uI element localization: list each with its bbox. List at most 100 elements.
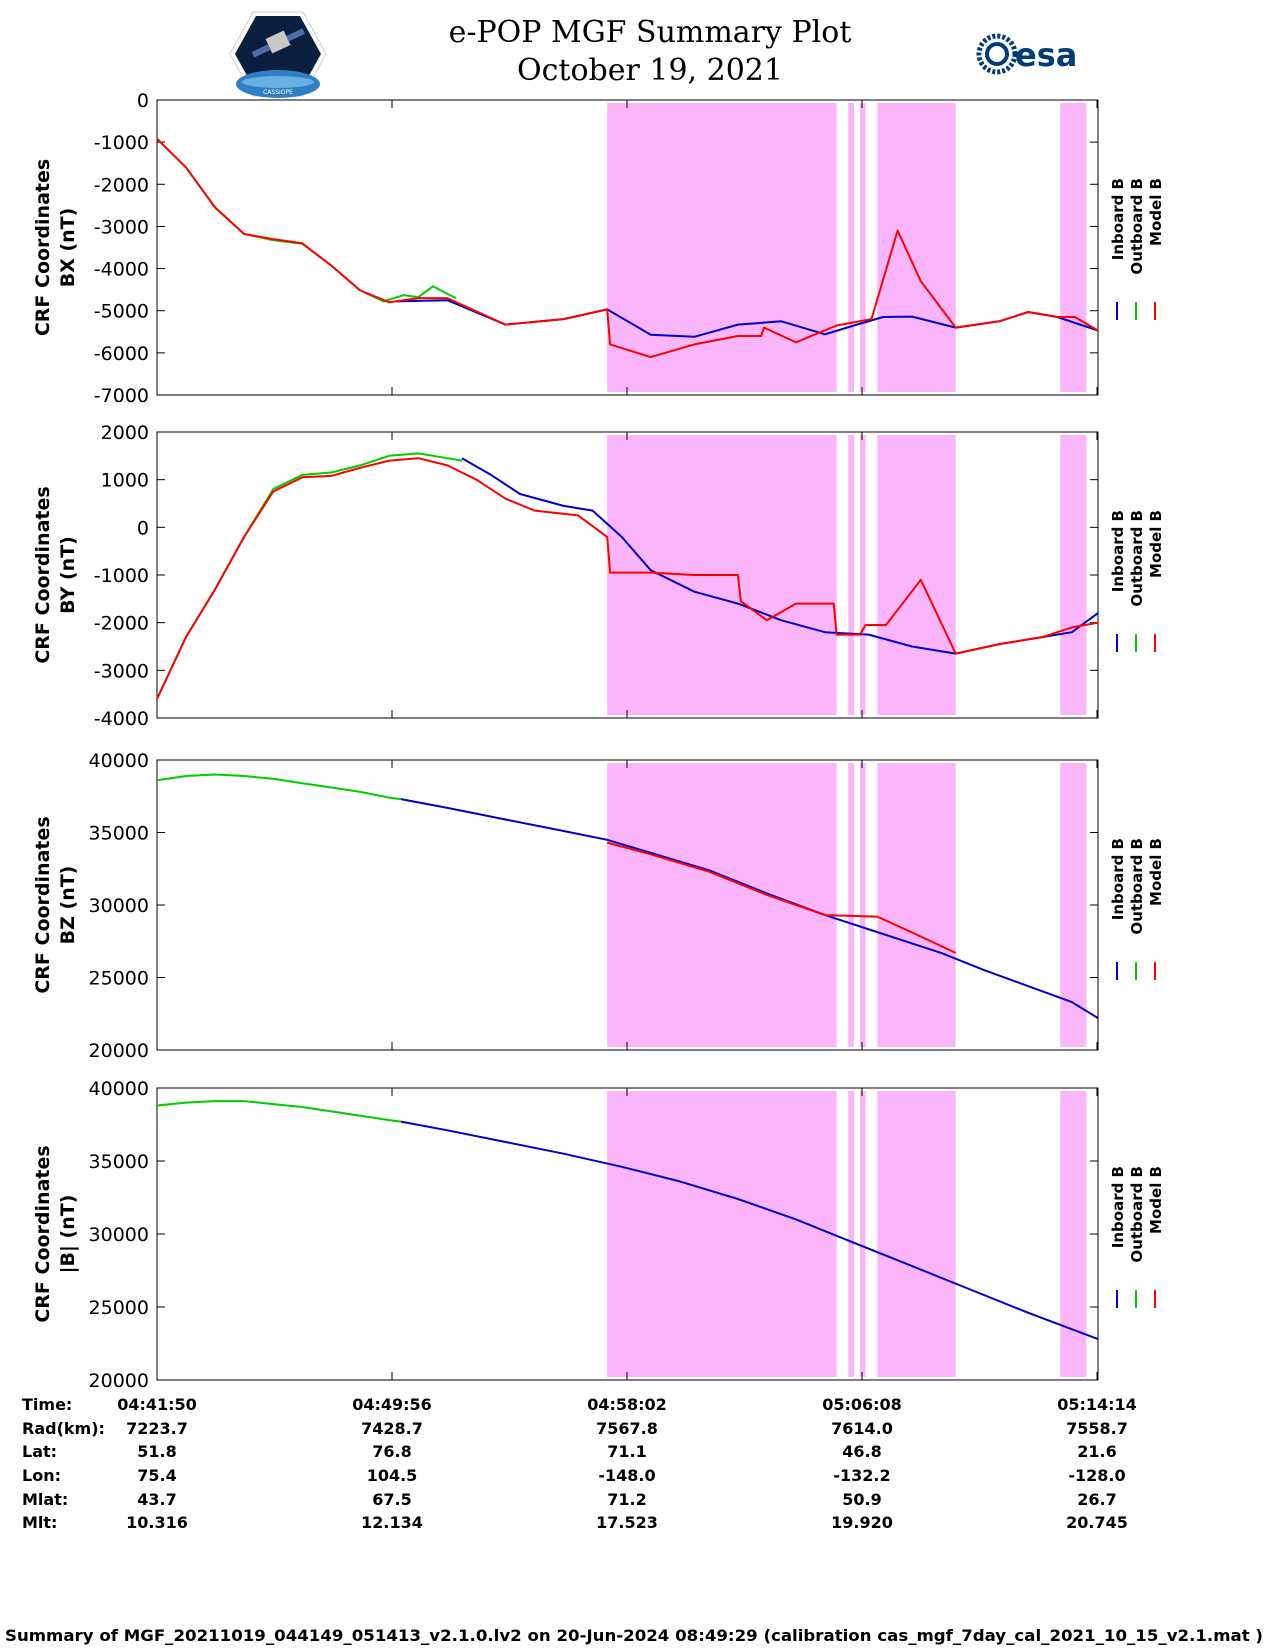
shaded-interval bbox=[607, 103, 837, 392]
y-tick-label: 0 bbox=[137, 90, 149, 112]
y-axis-label-line-1: CRF Coordinates bbox=[32, 1145, 54, 1322]
chart-panel-1: 0 -1000 -2000 -3000 -4000 -5000 -6000 -7000 CRF … bbox=[32, 90, 1165, 407]
y-tick-label: 25000 bbox=[89, 1297, 149, 1319]
shaded-interval bbox=[848, 435, 855, 715]
y-tick-label: 40000 bbox=[89, 750, 149, 772]
y-tick-label: 30000 bbox=[89, 895, 149, 917]
shaded-interval bbox=[859, 1091, 866, 1377]
orbit-cell: 75.4 bbox=[137, 1466, 176, 1485]
shaded-interval bbox=[1060, 103, 1087, 392]
legend-label: Model B bbox=[1147, 838, 1165, 906]
x-tick-label: 04:41:50 bbox=[117, 1395, 197, 1414]
shaded-interval bbox=[848, 763, 855, 1047]
orbit-row-label: Mlat: bbox=[22, 1490, 68, 1509]
cassiope-logo-text: CASSIOPE bbox=[263, 89, 293, 96]
orbit-cell: 7567.8 bbox=[596, 1419, 658, 1438]
orbit-cell: 51.8 bbox=[137, 1442, 176, 1461]
y-tick-label: 2000 bbox=[101, 422, 149, 444]
esa-logo: esa bbox=[976, 33, 1077, 75]
orbit-cell: 71.2 bbox=[607, 1490, 646, 1509]
title-line-1: e-POP MGF Summary Plot bbox=[448, 15, 852, 50]
legend-label: Inboard B bbox=[1109, 838, 1127, 920]
legend-label: Outboard B bbox=[1128, 510, 1146, 607]
cassiope-logo: CASSIOPE bbox=[229, 11, 327, 98]
y-tick-label: -4000 bbox=[94, 708, 149, 730]
y-tick-label: -2000 bbox=[94, 613, 149, 635]
shaded-interval bbox=[859, 435, 866, 715]
y-axis-label-line-1: CRF Coordinates bbox=[32, 159, 54, 336]
orbit-cell: 12.134 bbox=[361, 1513, 423, 1532]
y-tick-label: -6000 bbox=[94, 343, 149, 365]
orbit-cell: 21.6 bbox=[1077, 1442, 1116, 1461]
shaded-interval bbox=[848, 1091, 855, 1377]
orbit-row-label: Lon: bbox=[22, 1466, 61, 1485]
shaded-interval bbox=[859, 103, 866, 392]
x-tick-label: 05:06:08 bbox=[822, 1395, 902, 1414]
series-line-model-b bbox=[606, 841, 957, 954]
y-tick-label: -2000 bbox=[94, 174, 149, 196]
title-line-2: October 19, 2021 bbox=[517, 53, 783, 88]
series-line-model-b bbox=[156, 457, 1099, 700]
y-tick-label: -4000 bbox=[94, 259, 149, 281]
legend-label: Outboard B bbox=[1128, 178, 1146, 275]
series-line-outboard-b bbox=[156, 773, 402, 801]
orbit-cell: 67.5 bbox=[372, 1490, 411, 1509]
y-tick-label: 35000 bbox=[89, 1151, 149, 1173]
orbit-row-label: Mlt: bbox=[22, 1513, 57, 1532]
orbit-cell: 71.1 bbox=[607, 1442, 646, 1461]
series-line-inboard-b bbox=[400, 798, 1099, 1019]
orbit-cell: 43.7 bbox=[137, 1490, 176, 1509]
shaded-interval bbox=[1060, 763, 1087, 1047]
plot-title: e-POP MGF Summary Plot October 19, 2021 bbox=[380, 14, 920, 90]
orbit-cell: 7558.7 bbox=[1066, 1419, 1128, 1438]
orbit-cell: 7223.7 bbox=[126, 1419, 188, 1438]
y-tick-label: 25000 bbox=[89, 968, 149, 990]
series-line-model-b bbox=[156, 138, 1099, 359]
y-tick-label: 40000 bbox=[89, 1078, 149, 1100]
y-tick-label: 35000 bbox=[89, 823, 149, 845]
orbit-cell: 104.5 bbox=[367, 1466, 418, 1485]
chart-panel-4: 40000 35000 30000 25000 20000 CRF Coordinates… bbox=[32, 1078, 1165, 1392]
legend-label: Inboard B bbox=[1109, 510, 1127, 592]
legend-label: Inboard B bbox=[1109, 1166, 1127, 1248]
orbit-row-label: Time: bbox=[22, 1395, 72, 1414]
y-tick-label: -3000 bbox=[94, 216, 149, 238]
shaded-interval bbox=[848, 103, 855, 392]
esa-logo-text: esa bbox=[1015, 36, 1077, 74]
y-tick-label: 30000 bbox=[89, 1224, 149, 1246]
y-axis-label-line-2: |B| (nT) bbox=[57, 1195, 79, 1274]
orbit-cell: 7614.0 bbox=[831, 1419, 893, 1438]
orbit-cell: 26.7 bbox=[1077, 1490, 1116, 1509]
legend-label: Model B bbox=[1147, 1166, 1165, 1234]
chart-panel-2: 2000 1000 0 -1000 -2000 -3000 -4000 CRF Coordin… bbox=[32, 422, 1165, 730]
shaded-interval bbox=[877, 1091, 956, 1377]
orbit-cell: -128.0 bbox=[1068, 1466, 1125, 1485]
orbit-cell: 20.745 bbox=[1066, 1513, 1128, 1532]
orbit-row-label: Rad(km): bbox=[22, 1419, 105, 1438]
orbit-cell: 17.523 bbox=[596, 1513, 658, 1532]
y-tick-label: -1000 bbox=[94, 132, 149, 154]
orbit-row-label: Lat: bbox=[22, 1442, 57, 1461]
orbit-cell: 7428.7 bbox=[361, 1419, 423, 1438]
orbit-cell: 76.8 bbox=[372, 1442, 411, 1461]
y-axis-label-line-2: BY (nT) bbox=[57, 536, 79, 614]
y-axis-label-line-2: BZ (nT) bbox=[57, 866, 79, 945]
y-axis-label-line-1: CRF Coordinates bbox=[32, 816, 54, 993]
legend-label: Outboard B bbox=[1128, 1166, 1146, 1263]
y-tick-label: -7000 bbox=[94, 385, 149, 407]
y-axis-label-line-1: CRF Coordinates bbox=[32, 486, 54, 663]
x-tick-label: 05:14:14 bbox=[1057, 1395, 1137, 1414]
y-axis-label-line-2: BX (nT) bbox=[57, 208, 79, 288]
footer-caption: Summary of MGF_20211019_044149_051413_v2… bbox=[5, 1626, 1263, 1645]
shaded-interval bbox=[877, 763, 956, 1047]
legend-label: Outboard B bbox=[1128, 838, 1146, 935]
orbit-cell: -148.0 bbox=[598, 1466, 655, 1485]
orbit-cell: 46.8 bbox=[842, 1442, 881, 1461]
x-tick-label: 04:58:02 bbox=[587, 1395, 667, 1414]
series-line-inboard-b bbox=[400, 1120, 1099, 1341]
y-tick-label: -5000 bbox=[94, 301, 149, 323]
shaded-interval bbox=[877, 103, 956, 392]
y-tick-label: 20000 bbox=[89, 1370, 149, 1392]
y-tick-label: -1000 bbox=[94, 565, 149, 587]
